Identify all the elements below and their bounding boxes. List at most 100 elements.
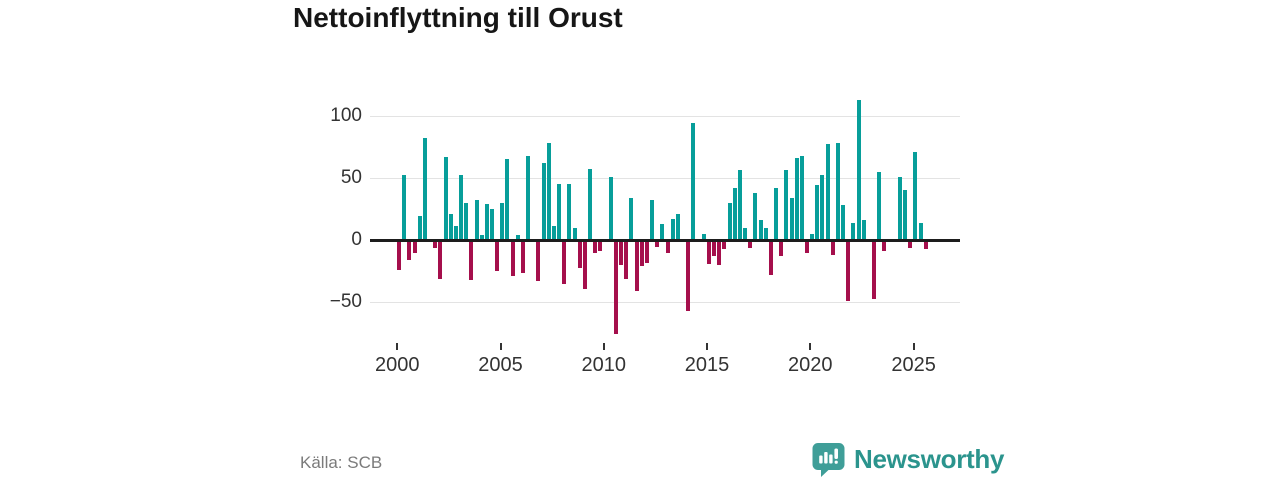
chart-bar-2002Q4 <box>453 226 458 240</box>
chart-bar-2023Q2 <box>877 171 882 240</box>
chart-bar-2004Q4 <box>495 241 500 272</box>
x-tick-2010 <box>602 343 605 350</box>
chart-bar-2004Q3 <box>490 208 494 240</box>
chart-bar-2024Q2 <box>897 176 902 240</box>
chart-bar-2004Q2 <box>484 204 489 240</box>
chart-bar-2017Q3 <box>758 220 763 240</box>
x-axis-label-2025: 2025 <box>891 354 936 376</box>
chart-bar-2006Q2 <box>526 155 531 240</box>
y-axis-label-0: 0 <box>351 229 362 250</box>
chart-bar-2005Q3 <box>510 241 515 277</box>
chart-bar-2022Q3 <box>861 220 866 240</box>
newsworthy-wordmark: Newsworthy <box>854 443 1005 474</box>
chart-bar-2025Q1 <box>913 151 918 240</box>
chart-bar-2003Q3 <box>469 241 474 280</box>
chart-bar-2018Q1 <box>768 241 773 276</box>
chart-bar-2024Q3 <box>903 190 908 240</box>
chart-bar-2020Q2 <box>815 185 820 240</box>
x-tick-2000 <box>396 343 399 350</box>
chart-bar-2001Q4 <box>433 241 438 248</box>
chart-bar-2005Q4 <box>515 235 520 240</box>
page-title: Nettoinflyttning till Orust <box>293 2 623 33</box>
chart-bar-2025Q2 <box>918 222 923 240</box>
x-axis-label-2010: 2010 <box>581 354 627 376</box>
chart-bar-2007Q3 <box>551 226 556 240</box>
x-axis-label-2005: 2005 <box>478 354 523 376</box>
chart-bar-2023Q1 <box>872 241 877 299</box>
chart-bar-2013Q1 <box>665 241 670 253</box>
chart-bar-2019Q2 <box>794 158 799 240</box>
chart-bar-2023Q3 <box>882 241 887 252</box>
zero-axis-line <box>370 238 960 242</box>
chart-bar-2000Q4 <box>412 241 417 253</box>
chart-bar-2007Q2 <box>546 143 551 240</box>
chart-bar-2006Q1 <box>520 241 525 273</box>
chart-bar-2002Q2 <box>443 156 448 240</box>
chart-bar-2010Q3 <box>613 241 618 334</box>
chart-bar-2017Q4 <box>763 227 768 240</box>
chart-bar-2015Q2 <box>712 241 716 257</box>
y-axis-label--50: −50 <box>329 291 362 313</box>
chart-bar-2008Q2 <box>567 184 572 240</box>
gridline-50 <box>370 177 960 179</box>
chart-bar-2008Q4 <box>577 241 582 268</box>
x-axis-label-2015: 2015 <box>684 354 730 376</box>
chart-bar-2000Q1 <box>397 241 401 271</box>
chart-bar-2025Q3 <box>923 241 928 249</box>
chart-bar-2005Q1 <box>500 202 505 240</box>
chart-bar-2003Q2 <box>464 202 469 240</box>
x-tick-2020 <box>809 343 812 350</box>
chart-bar-2011Q1 <box>624 241 629 279</box>
chart-bar-2024Q4 <box>908 241 913 248</box>
chart-bar-2002Q3 <box>448 213 453 240</box>
chart-bar-2020Q4 <box>825 144 830 240</box>
chart-bar-2011Q4 <box>639 241 644 267</box>
chart-bar-2006Q4 <box>536 241 541 282</box>
y-axis-label-50: 50 <box>340 166 362 188</box>
chart-bar-2015Q1 <box>706 241 711 264</box>
chart-bar-2011Q3 <box>634 241 639 292</box>
chart-bar-2012Q3 <box>655 241 660 247</box>
chart-bar-2013Q3 <box>675 213 680 240</box>
chart-bar-2003Q4 <box>474 200 479 240</box>
source-text: Källa: SCB <box>300 453 383 472</box>
gridline-100 <box>370 115 960 117</box>
chart-bar-2022Q1 <box>851 222 856 240</box>
chart-bar-2012Q2 <box>650 200 654 240</box>
chart-bar-2007Q1 <box>541 162 546 240</box>
chart-plot-area: 2000 2005 2010 2015 2020 2025 <box>370 90 960 376</box>
chart-bar-2018Q4 <box>784 170 789 240</box>
newsworthy-icon <box>812 442 845 477</box>
chart-bar-2010Q2 <box>608 176 613 240</box>
chart-bar-2012Q1 <box>644 241 649 263</box>
chart-bar-2021Q4 <box>846 241 851 302</box>
chart-bar-2016Q2 <box>732 187 737 240</box>
chart-bar-2002Q1 <box>438 241 443 279</box>
chart-bar-2016Q4 <box>743 227 747 240</box>
chart-bar-2000Q3 <box>407 241 412 261</box>
chart-bar-2014Q1 <box>686 241 691 312</box>
chart-bar-2003Q1 <box>459 175 463 240</box>
chart-bar-2015Q4 <box>722 241 727 249</box>
chart-bar-2015Q3 <box>717 241 722 266</box>
chart-bar-2009Q1 <box>582 241 587 289</box>
gridline--50 <box>370 302 960 304</box>
chart-bar-2018Q3 <box>779 241 784 257</box>
chart-bar-2000Q2 <box>402 175 407 240</box>
chart-bar-2005Q2 <box>505 159 510 240</box>
chart-bar-2017Q2 <box>753 192 758 240</box>
chart-bar-2013Q2 <box>670 218 675 240</box>
chart-bar-2021Q3 <box>841 205 846 240</box>
chart-bar-2020Q1 <box>810 233 815 240</box>
chart-bar-2008Q1 <box>562 241 567 284</box>
chart-bar-2016Q1 <box>727 202 732 240</box>
chart-bar-2018Q2 <box>774 187 778 240</box>
chart-bar-2010Q4 <box>619 241 624 266</box>
chart-bar-2020Q3 <box>820 175 825 240</box>
chart-bar-2019Q4 <box>805 241 809 253</box>
chart-bar-2022Q2 <box>856 99 861 240</box>
chart-bar-2012Q4 <box>660 223 665 240</box>
chart-bar-2001Q2 <box>422 138 427 240</box>
chart-bar-2011Q2 <box>629 197 634 240</box>
chart-bar-2009Q2 <box>588 169 593 240</box>
